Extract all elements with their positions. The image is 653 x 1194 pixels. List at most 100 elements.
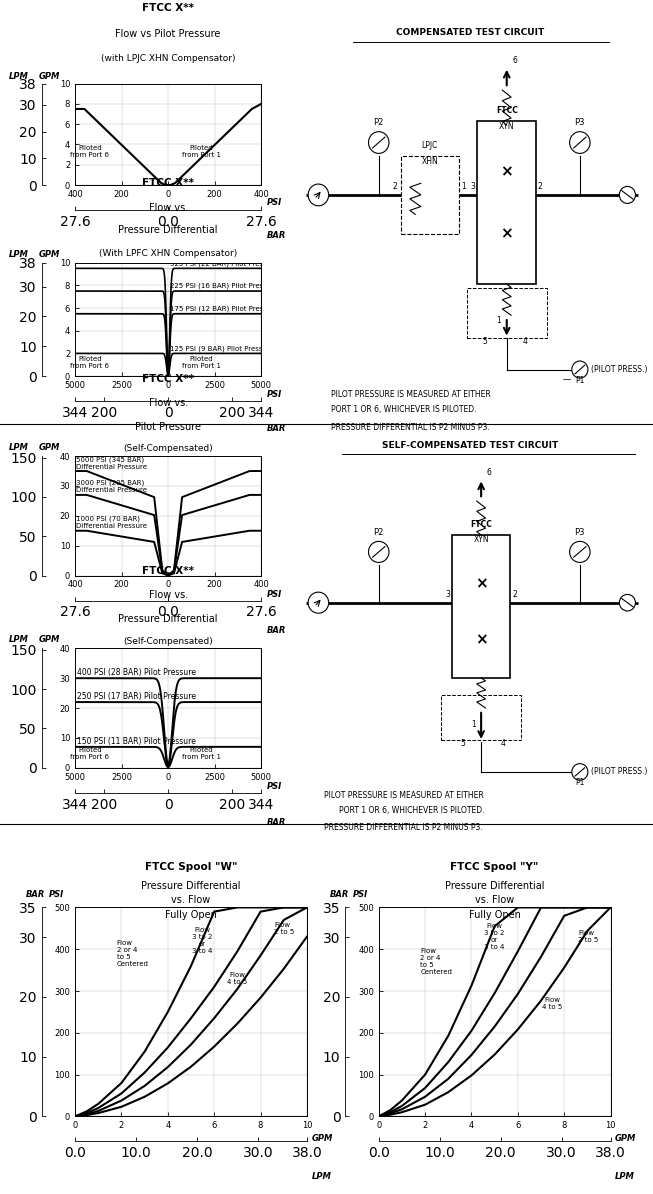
Text: Flow
3 to 2
or
3 to 4: Flow 3 to 2 or 3 to 4 <box>193 928 213 954</box>
Text: 3000 PSI (205 BAR)
Differential Pressure: 3000 PSI (205 BAR) Differential Pressure <box>76 480 148 493</box>
Text: Pressure Differential: Pressure Differential <box>118 226 218 235</box>
Text: (With LPFC XHN Compensator): (With LPFC XHN Compensator) <box>99 248 237 258</box>
Text: Pilot Pressure: Pilot Pressure <box>135 421 201 432</box>
Text: Flow
3 to 2
or
3 to 4: Flow 3 to 2 or 3 to 4 <box>485 923 505 950</box>
Text: LPM: LPM <box>9 72 29 80</box>
Bar <box>441 695 521 740</box>
Text: Fully Open: Fully Open <box>165 910 217 919</box>
Text: LPM: LPM <box>9 635 29 645</box>
Text: GPM: GPM <box>311 1134 333 1144</box>
Text: —: — <box>563 375 571 384</box>
Text: PILOT PRESSURE IS MEASURED AT EITHER: PILOT PRESSURE IS MEASURED AT EITHER <box>331 389 491 399</box>
Text: GPM: GPM <box>39 443 59 453</box>
Text: (with LPJC XHN Compensator): (with LPJC XHN Compensator) <box>101 54 235 63</box>
Text: Piloted
from Port 1: Piloted from Port 1 <box>182 747 221 761</box>
Bar <box>477 121 536 284</box>
Text: ×: × <box>500 164 513 179</box>
Text: Piloted
from Port 6: Piloted from Port 6 <box>71 144 110 158</box>
Text: FTCC X**: FTCC X** <box>142 178 194 187</box>
Text: vs. Flow: vs. Flow <box>171 896 211 905</box>
Bar <box>452 535 511 678</box>
Circle shape <box>368 541 389 562</box>
Circle shape <box>569 541 590 562</box>
Text: 2: 2 <box>512 590 517 599</box>
Circle shape <box>572 764 588 780</box>
Text: PRESSURE DIFFERENTIAL IS P2 MINUS P3.: PRESSURE DIFFERENTIAL IS P2 MINUS P3. <box>324 823 483 832</box>
Text: GPM: GPM <box>39 250 59 259</box>
Text: Flow
2 to 5: Flow 2 to 5 <box>274 922 295 935</box>
Text: PRESSURE DIFFERENTIAL IS P2 MINUS P3.: PRESSURE DIFFERENTIAL IS P2 MINUS P3. <box>331 423 490 432</box>
Text: Fully Open: Fully Open <box>469 910 520 919</box>
Text: LPM: LPM <box>9 443 29 453</box>
Text: FTCC: FTCC <box>470 521 492 529</box>
Text: ×: × <box>475 633 488 648</box>
Text: Flow
4 to 5: Flow 4 to 5 <box>543 997 563 1010</box>
Text: Flow vs.: Flow vs. <box>148 590 188 601</box>
Text: PSI: PSI <box>353 890 368 899</box>
Text: GPM: GPM <box>39 72 59 80</box>
Text: 150 PSI (11 BAR) Pilot Pressure: 150 PSI (11 BAR) Pilot Pressure <box>77 737 196 745</box>
Bar <box>401 156 459 234</box>
Text: Piloted
from Port 1: Piloted from Port 1 <box>182 144 221 158</box>
Text: (Self-Compensated): (Self-Compensated) <box>123 444 213 454</box>
Text: 2: 2 <box>538 183 543 191</box>
Text: 1: 1 <box>496 316 502 325</box>
Text: BAR: BAR <box>267 230 286 240</box>
Text: ×: × <box>475 577 488 591</box>
Text: BAR: BAR <box>267 424 286 432</box>
Text: (PILOT PRESS.): (PILOT PRESS.) <box>591 768 647 776</box>
Text: 6: 6 <box>486 468 492 476</box>
Text: Flow vs.: Flow vs. <box>148 203 188 213</box>
Text: 175 PSI (12 BAR) Pilot Pressure: 175 PSI (12 BAR) Pilot Pressure <box>170 306 279 312</box>
Text: 5000 PSI (345 BAR)
Differential Pressure: 5000 PSI (345 BAR) Differential Pressure <box>76 456 148 469</box>
Text: 325 PSI (22 BAR) Pilot Pressure: 325 PSI (22 BAR) Pilot Pressure <box>170 260 278 266</box>
Text: PORT 1 OR 6, WHICHEVER IS PILOTED.: PORT 1 OR 6, WHICHEVER IS PILOTED. <box>331 405 477 414</box>
Text: 1000 PSI (70 BAR)
Differential Pressure: 1000 PSI (70 BAR) Differential Pressure <box>76 516 148 529</box>
Text: 3: 3 <box>471 183 475 191</box>
Text: Flow
2 to 5: Flow 2 to 5 <box>578 930 598 943</box>
Text: 250 PSI (17 BAR) Pilot Pressure: 250 PSI (17 BAR) Pilot Pressure <box>77 691 196 701</box>
Text: Pressure Differential: Pressure Differential <box>141 881 241 891</box>
Bar <box>466 288 547 338</box>
Text: XHN: XHN <box>422 156 438 166</box>
Text: 4: 4 <box>501 739 505 747</box>
Text: ×: × <box>500 226 513 241</box>
Text: FTCC X**: FTCC X** <box>142 2 194 12</box>
Text: (PILOT PRESS.): (PILOT PRESS.) <box>591 365 647 374</box>
Circle shape <box>308 184 328 205</box>
Text: PORT 1 OR 6, WHICHEVER IS PILOTED.: PORT 1 OR 6, WHICHEVER IS PILOTED. <box>338 806 484 816</box>
Circle shape <box>619 186 635 203</box>
Text: Flow
2 or 4
to 5
Centered: Flow 2 or 4 to 5 Centered <box>421 948 453 975</box>
Text: Flow
2 or 4
to 5
Centered: Flow 2 or 4 to 5 Centered <box>117 940 149 967</box>
Text: XYN: XYN <box>499 122 515 131</box>
Text: COMPENSATED TEST CIRCUIT: COMPENSATED TEST CIRCUIT <box>396 27 545 37</box>
Text: Pressure Differential: Pressure Differential <box>118 614 218 624</box>
Text: XYN: XYN <box>473 535 489 544</box>
Text: GPM: GPM <box>615 1134 637 1144</box>
Text: PSI: PSI <box>267 389 282 399</box>
Circle shape <box>572 361 588 378</box>
Text: 225 PSI (16 BAR) Pilot Pressure: 225 PSI (16 BAR) Pilot Pressure <box>170 283 278 289</box>
Text: 5: 5 <box>460 739 466 747</box>
Text: LPM: LPM <box>615 1173 635 1181</box>
Circle shape <box>569 131 590 153</box>
Text: FTCC X**: FTCC X** <box>142 374 194 384</box>
Text: (Self-Compensated): (Self-Compensated) <box>123 636 213 646</box>
Text: vs. Flow: vs. Flow <box>475 896 515 905</box>
Text: 3: 3 <box>445 590 450 599</box>
Text: P3: P3 <box>575 528 585 537</box>
Text: FTCC Spool "W": FTCC Spool "W" <box>145 862 237 872</box>
Text: P1: P1 <box>575 778 584 787</box>
Text: Flow
4 to 5: Flow 4 to 5 <box>227 972 247 985</box>
Text: Piloted
from Port 1: Piloted from Port 1 <box>182 356 221 369</box>
Text: SELF-COMPENSATED TEST CIRCUIT: SELF-COMPENSATED TEST CIRCUIT <box>382 441 558 450</box>
Text: BAR: BAR <box>267 818 286 827</box>
Text: 6: 6 <box>512 56 517 64</box>
Text: P2: P2 <box>374 118 384 127</box>
Text: LPJC: LPJC <box>422 141 438 150</box>
Text: 4: 4 <box>522 338 528 346</box>
Text: PSI: PSI <box>267 590 282 599</box>
Text: BAR: BAR <box>330 890 349 899</box>
Text: GPM: GPM <box>39 635 59 645</box>
Text: 5: 5 <box>483 338 487 346</box>
